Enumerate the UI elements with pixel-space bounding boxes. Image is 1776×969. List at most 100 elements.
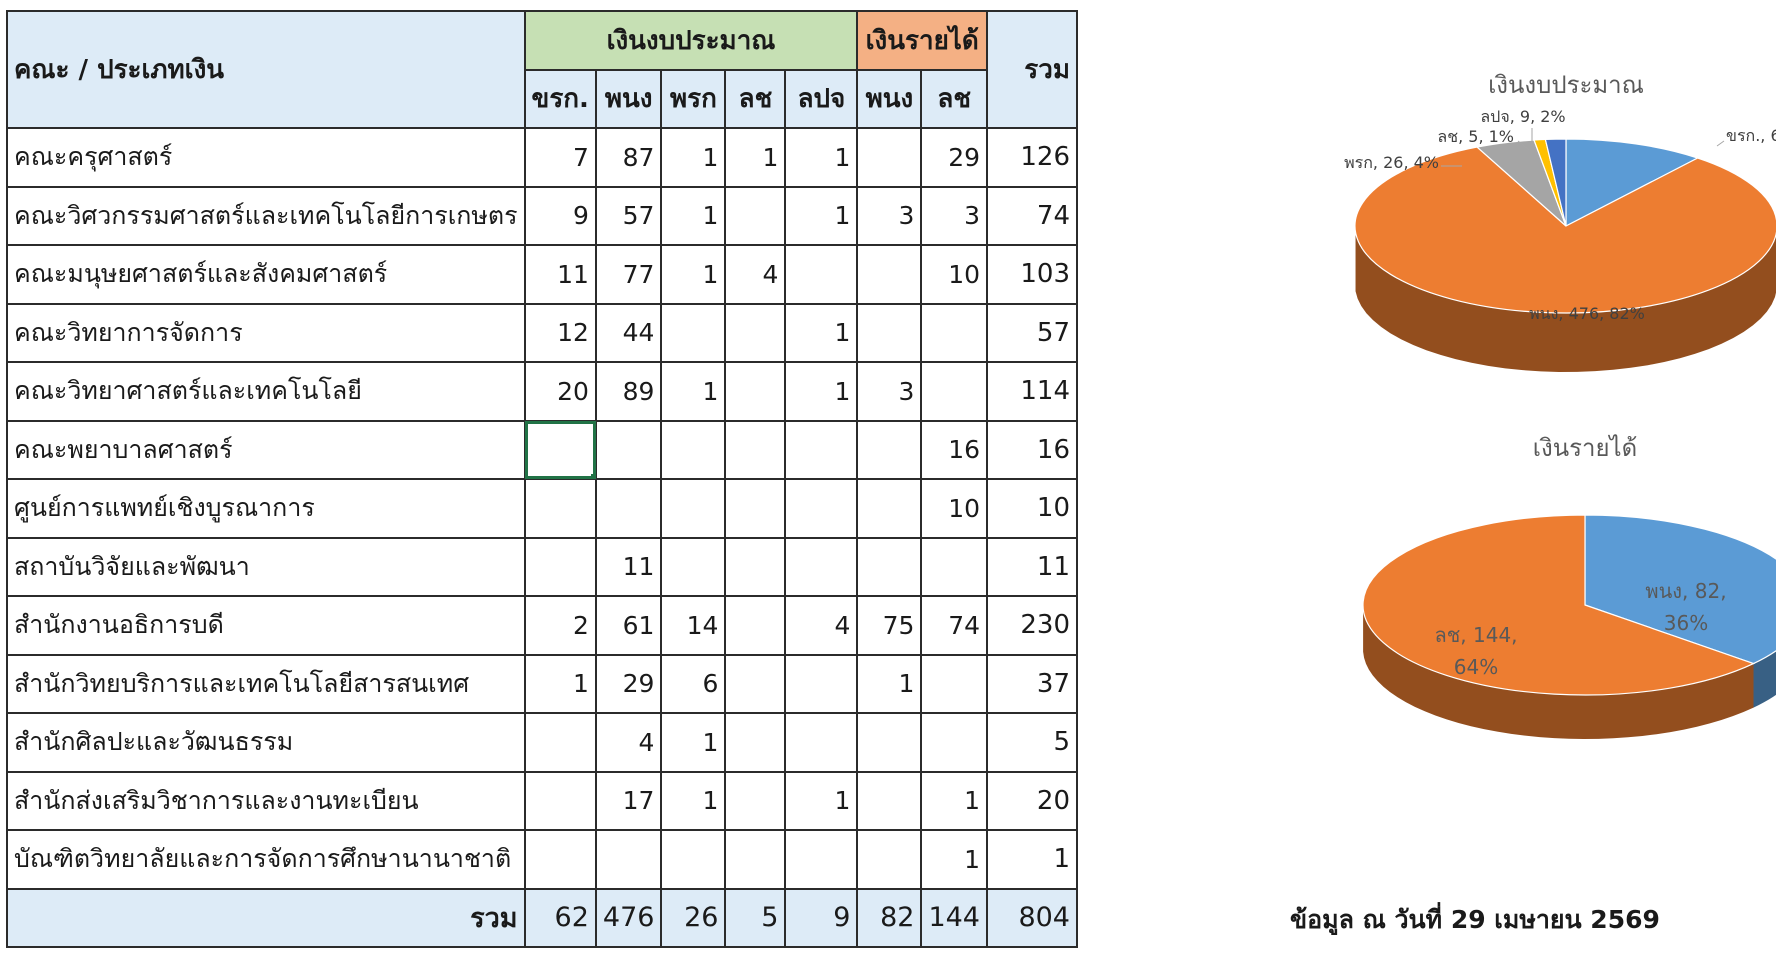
total-cell[interactable]: 144 — [920, 887, 988, 948]
value-cell[interactable] — [856, 127, 923, 188]
value-cell[interactable] — [856, 419, 923, 480]
value-cell[interactable]: 1 — [523, 653, 597, 714]
value-cell[interactable] — [856, 770, 923, 831]
value-cell[interactable]: 10 — [920, 478, 988, 539]
value-cell[interactable] — [724, 829, 787, 890]
value-cell[interactable]: 29 — [594, 653, 663, 714]
value-cell[interactable]: 44 — [594, 302, 663, 363]
value-cell[interactable] — [784, 244, 859, 305]
row-total-cell[interactable]: 1 — [986, 829, 1078, 890]
pie-chart-income[interactable]: เงินรายได้พนง, 82, 36% ลช, 144, 64% — [1230, 420, 1776, 800]
row-total-cell[interactable]: 230 — [986, 595, 1078, 656]
value-cell[interactable] — [856, 302, 923, 363]
value-cell[interactable] — [594, 478, 663, 539]
value-cell[interactable]: 1 — [660, 770, 727, 831]
value-cell[interactable] — [856, 829, 923, 890]
value-cell[interactable] — [660, 536, 727, 597]
value-cell[interactable]: 1 — [660, 127, 727, 188]
row-total-cell[interactable]: 114 — [986, 361, 1078, 422]
value-cell[interactable] — [784, 419, 859, 480]
value-cell[interactable]: 4 — [724, 244, 787, 305]
value-cell[interactable]: 3 — [856, 185, 923, 246]
total-cell[interactable]: 82 — [856, 887, 923, 948]
total-cell[interactable]: 26 — [660, 887, 727, 948]
row-total-cell[interactable]: 126 — [986, 127, 1078, 188]
row-name-cell[interactable]: สถาบันวิจัยและพัฒนา — [6, 536, 526, 597]
pie-slice-ขรก.[interactable] — [1565, 138, 1700, 227]
value-cell[interactable]: 7 — [523, 127, 597, 188]
value-cell[interactable] — [724, 302, 787, 363]
value-cell[interactable]: 10 — [920, 244, 988, 305]
value-cell[interactable] — [594, 829, 663, 890]
value-cell[interactable] — [920, 653, 988, 714]
value-cell[interactable] — [660, 419, 727, 480]
row-name-cell[interactable]: สำนักส่งเสริมวิชาการและงานทะเบียน — [6, 770, 526, 831]
value-cell[interactable] — [523, 770, 597, 831]
value-cell[interactable] — [784, 829, 859, 890]
value-cell[interactable]: 4 — [594, 712, 663, 773]
value-cell[interactable]: 57 — [594, 185, 663, 246]
value-cell[interactable] — [523, 712, 597, 773]
value-cell[interactable]: 6 — [660, 653, 727, 714]
row-name-cell[interactable]: คณะวิทยาศาสตร์และเทคโนโลยี — [6, 361, 526, 422]
value-cell[interactable] — [660, 829, 727, 890]
row-total-cell[interactable]: 103 — [986, 244, 1078, 305]
row-name-cell[interactable]: คณะวิศวกรรมศาสตร์และเทคโนโลยีการเกษตร — [6, 185, 526, 246]
row-name-cell[interactable]: คณะวิทยาการจัดการ — [6, 302, 526, 363]
row-name-cell[interactable]: คณะพยาบาลศาสตร์ — [6, 419, 526, 480]
value-cell[interactable] — [920, 361, 988, 422]
row-name-cell[interactable]: สำนักศิลปะและวัฒนธรรม — [6, 712, 526, 773]
total-cell[interactable]: 5 — [724, 887, 787, 948]
value-cell[interactable] — [660, 478, 727, 539]
value-cell[interactable] — [784, 536, 859, 597]
row-name-cell[interactable]: คณะครุศาสตร์ — [6, 127, 526, 188]
value-cell[interactable]: 1 — [660, 712, 727, 773]
value-cell[interactable]: 1 — [784, 185, 859, 246]
total-cell[interactable]: 476 — [594, 887, 663, 948]
row-total-cell[interactable]: 37 — [986, 653, 1078, 714]
value-cell[interactable] — [594, 419, 663, 480]
value-cell[interactable]: 1 — [920, 829, 988, 890]
value-cell[interactable]: 4 — [784, 595, 859, 656]
value-cell[interactable]: 17 — [594, 770, 663, 831]
value-cell[interactable] — [856, 536, 923, 597]
value-cell[interactable] — [724, 185, 787, 246]
value-cell[interactable]: 77 — [594, 244, 663, 305]
value-cell[interactable]: 89 — [594, 361, 663, 422]
value-cell[interactable]: 3 — [920, 185, 988, 246]
value-cell[interactable] — [856, 712, 923, 773]
value-cell[interactable] — [920, 712, 988, 773]
value-cell[interactable] — [724, 419, 787, 480]
value-cell[interactable] — [724, 595, 787, 656]
row-total-cell[interactable]: 10 — [986, 478, 1078, 539]
value-cell[interactable] — [523, 536, 597, 597]
value-cell[interactable]: 11 — [523, 244, 597, 305]
pie-slice-ลช[interactable] — [1362, 514, 1756, 696]
pie-slice-พนง[interactable] — [1584, 514, 1776, 665]
value-cell[interactable] — [724, 653, 787, 714]
total-cell[interactable]: 9 — [784, 887, 859, 948]
value-cell[interactable]: 75 — [856, 595, 923, 656]
value-cell[interactable]: 12 — [523, 302, 597, 363]
value-cell[interactable]: 1 — [660, 185, 727, 246]
value-cell[interactable]: 29 — [920, 127, 988, 188]
value-cell[interactable]: 20 — [523, 361, 597, 422]
value-cell[interactable]: 1 — [856, 653, 923, 714]
value-cell[interactable]: 1 — [660, 361, 727, 422]
value-cell[interactable]: 61 — [594, 595, 663, 656]
value-cell[interactable] — [920, 536, 988, 597]
row-name-cell[interactable]: คณะมนุษยศาสตร์และสังคมศาสตร์ — [6, 244, 526, 305]
row-name-cell[interactable]: สำนักวิทยบริการและเทคโนโลยีสารสนเทศ — [6, 653, 526, 714]
value-cell[interactable] — [523, 829, 597, 890]
value-cell[interactable]: 1 — [660, 244, 727, 305]
row-total-cell[interactable]: 74 — [986, 185, 1078, 246]
value-cell[interactable]: 16 — [920, 419, 988, 480]
value-cell[interactable] — [856, 244, 923, 305]
value-cell[interactable] — [724, 712, 787, 773]
value-cell[interactable]: 3 — [856, 361, 923, 422]
value-cell[interactable] — [856, 478, 923, 539]
value-cell[interactable]: 1 — [784, 127, 859, 188]
value-cell[interactable] — [784, 653, 859, 714]
value-cell[interactable] — [724, 536, 787, 597]
